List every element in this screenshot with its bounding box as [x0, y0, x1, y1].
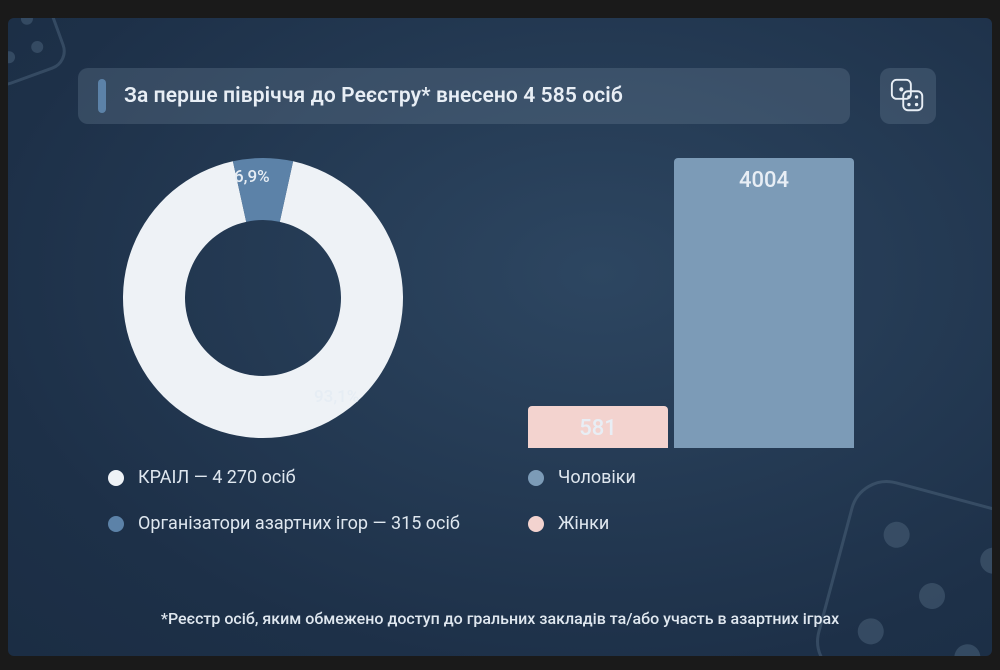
bar-legend-swatch-1: [528, 516, 544, 532]
bar-0: 581: [528, 406, 668, 448]
title-accent: [98, 79, 106, 113]
bar-legend-label-0: Чоловіки: [558, 466, 636, 490]
bar-legend-item-0: Чоловіки: [528, 466, 788, 490]
header: За перше півріччя до Реєстру* внесено 4 …: [78, 68, 936, 124]
donut-legend-item-0: КРАІЛ — 4 270 осіб: [108, 466, 468, 490]
footnote: *Реєстр осіб, яким обмежено доступ до гр…: [8, 609, 992, 628]
dice-decoration-top-left: [8, 18, 88, 108]
dice-icon-box: [880, 68, 936, 124]
bar-legend-label-1: Жінки: [558, 512, 609, 536]
bar-value-0: 581: [579, 406, 617, 441]
bar-1: 4004: [674, 158, 854, 448]
infographic-slide: За перше півріччя до Реєстру* внесено 4 …: [8, 18, 992, 656]
donut-small-slice-label: 6,9%: [234, 167, 270, 187]
title-pill: За перше півріччя до Реєстру* внесено 4 …: [78, 68, 850, 124]
dice-icon: [889, 77, 927, 115]
donut-big-slice-label: 93,1%: [314, 387, 359, 407]
bar-chart: 581 4004: [528, 158, 868, 448]
donut-legend-label-1: Організатори азартних ігор — 315 осіб: [138, 512, 460, 536]
donut-legend: КРАІЛ — 4 270 осіб Організатори азартних …: [108, 466, 468, 537]
donut-legend-swatch-1: [108, 516, 124, 532]
donut-legend-label-0: КРАІЛ — 4 270 осіб: [138, 466, 296, 490]
donut-legend-swatch-0: [108, 470, 124, 486]
donut-legend-item-1: Організатори азартних ігор — 315 осіб: [108, 512, 468, 536]
bar-legend-swatch-0: [528, 470, 544, 486]
donut-chart: 6,9% 93,1%: [118, 153, 408, 443]
bar-value-1: 4004: [739, 158, 789, 193]
slide-title: За перше півріччя до Реєстру* внесено 4 …: [124, 84, 623, 108]
bar-legend-item-1: Жінки: [528, 512, 788, 536]
bar-legend: Чоловіки Жінки: [528, 466, 788, 537]
